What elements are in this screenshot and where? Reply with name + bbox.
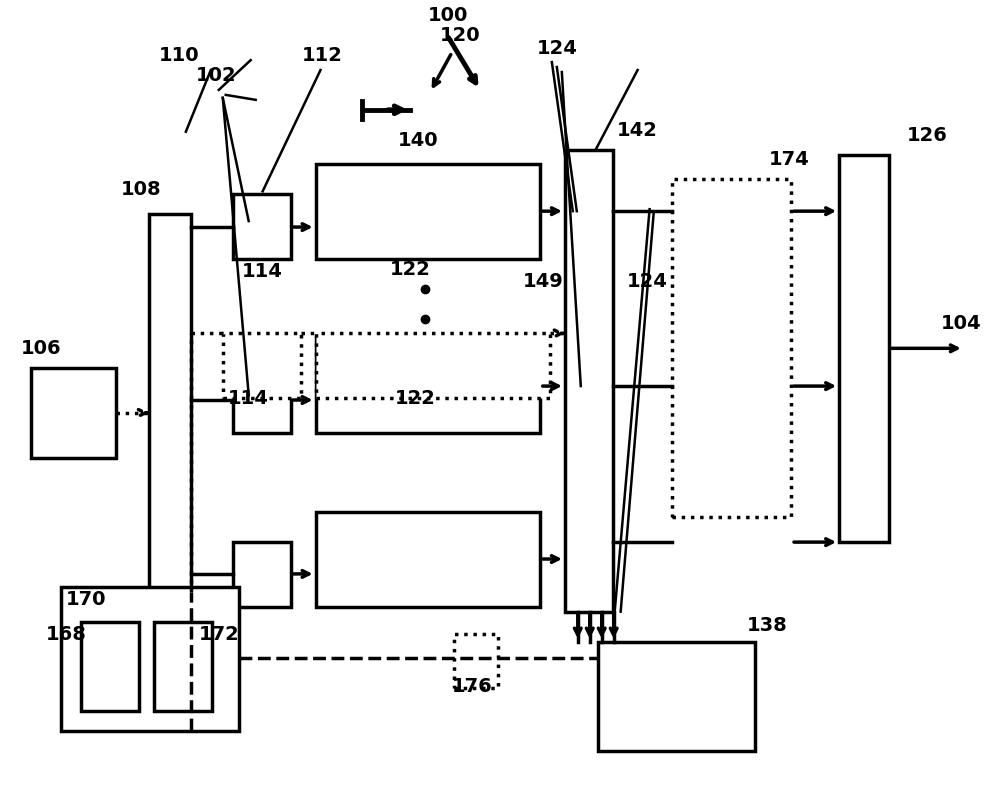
Text: 122: 122: [395, 389, 436, 408]
Bar: [81, 622, 139, 711]
Text: 172: 172: [198, 626, 239, 645]
Text: 149: 149: [523, 272, 563, 290]
Text: 126: 126: [906, 126, 947, 145]
Text: 174: 174: [769, 150, 810, 169]
Text: 106: 106: [21, 339, 62, 358]
Bar: [223, 334, 301, 398]
Text: 110: 110: [159, 46, 199, 65]
Bar: [233, 368, 291, 433]
Bar: [61, 587, 239, 731]
Bar: [31, 368, 116, 457]
Bar: [316, 334, 550, 398]
Bar: [149, 214, 191, 592]
Text: 104: 104: [940, 315, 981, 334]
Bar: [154, 622, 212, 711]
Bar: [598, 641, 755, 751]
Text: 176: 176: [452, 677, 492, 696]
Text: 140: 140: [398, 131, 439, 150]
Text: 120: 120: [440, 26, 480, 45]
Text: 168: 168: [46, 626, 87, 645]
Text: 142: 142: [617, 120, 658, 139]
Bar: [565, 150, 613, 611]
Text: 102: 102: [195, 66, 236, 85]
Text: 124: 124: [627, 272, 668, 290]
Text: 100: 100: [428, 6, 468, 25]
Bar: [316, 512, 540, 607]
Text: 114: 114: [242, 262, 283, 281]
Bar: [316, 338, 540, 433]
Bar: [233, 194, 291, 259]
Text: 114: 114: [228, 389, 269, 408]
Text: 138: 138: [747, 615, 788, 634]
Text: 124: 124: [536, 39, 577, 58]
Text: 170: 170: [66, 589, 106, 608]
Bar: [454, 634, 498, 688]
Bar: [839, 154, 889, 542]
Bar: [316, 164, 540, 259]
Bar: [233, 542, 291, 607]
Text: 122: 122: [390, 260, 431, 279]
Bar: [672, 179, 791, 517]
Text: 112: 112: [302, 46, 343, 65]
Text: 108: 108: [121, 180, 161, 199]
